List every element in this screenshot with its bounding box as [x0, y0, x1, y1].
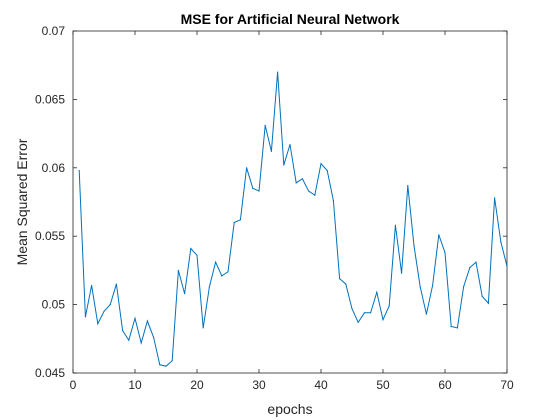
data-point [463, 286, 465, 288]
data-point [289, 143, 291, 146]
x-tick-label: 70 [500, 378, 514, 392]
data-point [326, 169, 328, 172]
data-point [239, 219, 241, 221]
chart-title: MSE for Artificial Neural Network [181, 11, 400, 27]
data-point [146, 320, 148, 322]
data-point [109, 304, 111, 306]
data-point [351, 308, 353, 310]
data-point [91, 284, 93, 287]
data-point [171, 360, 173, 362]
data-point [345, 283, 347, 285]
data-point [469, 267, 471, 269]
data-point [339, 278, 341, 280]
data-point [432, 284, 434, 287]
data-point [215, 261, 217, 263]
data-point [308, 190, 310, 192]
data-point [165, 365, 167, 367]
data-point [184, 293, 186, 295]
data-point [419, 286, 421, 288]
data-point [153, 336, 155, 339]
y-tick-label: 0.045 [35, 366, 65, 380]
y-tick-label: 0.06 [42, 161, 66, 175]
data-point [314, 194, 316, 196]
data-point [84, 316, 86, 318]
data-point [202, 327, 204, 329]
series-line-mse [78, 72, 508, 367]
data-point [140, 342, 142, 344]
x-tick-label: 20 [190, 378, 204, 392]
data-point [407, 184, 409, 187]
data-point [270, 150, 272, 152]
y-tick-label: 0.05 [42, 298, 66, 312]
axis-ticks [72, 30, 508, 374]
data-point [221, 275, 223, 277]
data-point [487, 302, 489, 304]
data-point [475, 261, 477, 263]
data-point [115, 283, 117, 285]
data-point [190, 247, 192, 250]
data-point [258, 190, 260, 192]
data-point [382, 319, 384, 321]
data-point [295, 182, 297, 184]
data-point [388, 305, 390, 307]
y-tick-label: 0.055 [35, 229, 65, 243]
data-point [494, 197, 496, 199]
data-point [78, 169, 80, 172]
data-point [332, 200, 334, 202]
y-axis-label: Mean Squared Error [14, 138, 30, 265]
plot-area [72, 30, 508, 374]
data-point [357, 321, 359, 323]
data-point [277, 71, 279, 73]
data-point [456, 327, 458, 329]
data-point [450, 325, 452, 328]
data-point [97, 323, 99, 325]
data-point [481, 295, 483, 297]
data-point [506, 265, 508, 267]
data-point [320, 163, 322, 165]
data-point [444, 252, 446, 254]
data-point [208, 286, 210, 288]
y-tick-label: 0.07 [42, 24, 66, 38]
data-point [394, 224, 396, 226]
data-points [78, 71, 508, 367]
data-point [438, 234, 440, 236]
y-tick-label: 0.065 [35, 92, 65, 106]
data-point [196, 254, 198, 256]
data-point [134, 317, 136, 319]
data-point [246, 167, 248, 169]
x-axis-label: epochs [267, 401, 312, 417]
x-tick-label: 50 [376, 378, 390, 392]
data-point [500, 241, 502, 243]
data-point [159, 364, 161, 366]
data-point [363, 312, 365, 314]
tick-labels: 0 10 20 30 40 50 60 70 0.045 0.05 0.055 0.06 0.065 0.… [35, 24, 514, 392]
data-point [227, 271, 229, 273]
x-tick-label: 40 [314, 378, 328, 392]
data-point [283, 164, 285, 166]
x-tick-label: 30 [252, 378, 266, 392]
x-tick-label: 10 [128, 378, 142, 392]
data-point [177, 269, 179, 271]
data-point [122, 329, 124, 332]
x-tick-label: 60 [438, 378, 452, 392]
data-point [128, 339, 130, 341]
data-point [103, 310, 105, 313]
data-point [425, 313, 427, 315]
data-point [301, 178, 303, 180]
data-point [264, 124, 266, 126]
data-point [401, 272, 403, 274]
data-point [413, 245, 415, 247]
data-point [233, 221, 235, 224]
data-point [376, 291, 378, 293]
data-point [370, 312, 372, 314]
x-tick-label: 0 [70, 378, 77, 392]
data-point [252, 187, 254, 189]
